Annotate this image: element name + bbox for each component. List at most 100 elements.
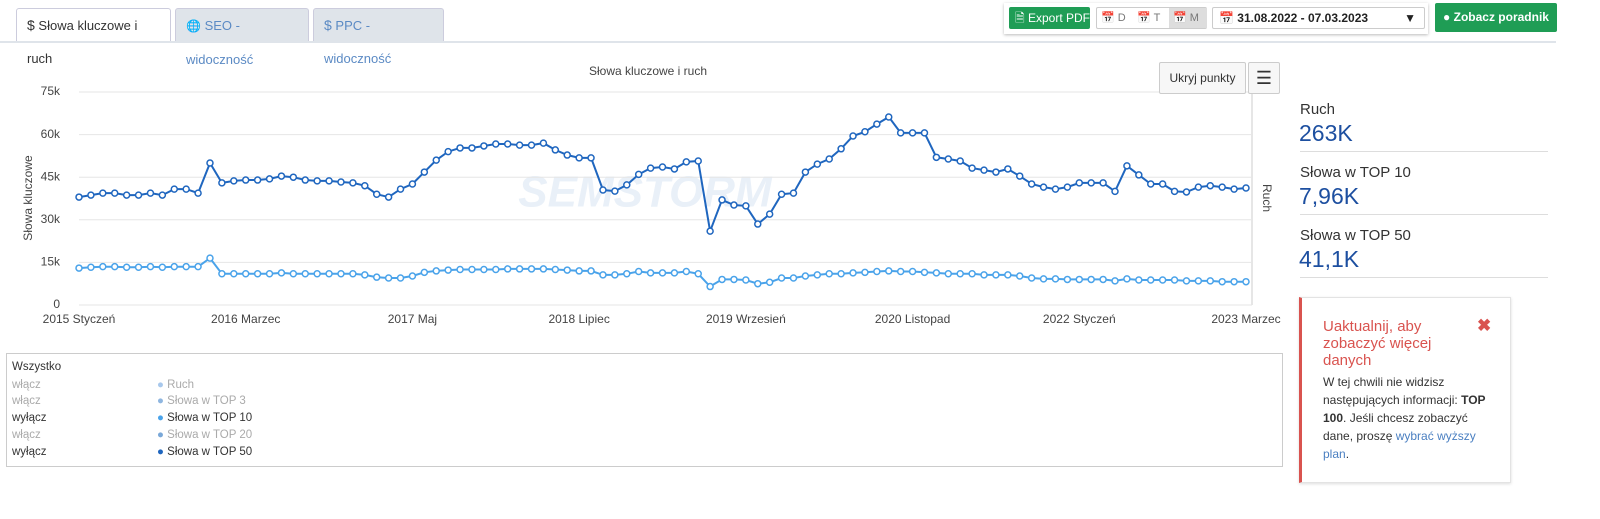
legend-toggle[interactable]: włącz bbox=[12, 429, 41, 441]
data-point bbox=[837, 270, 845, 278]
data-point bbox=[944, 270, 953, 278]
period-button[interactable]: 📅 D bbox=[1101, 12, 1126, 24]
data-point bbox=[968, 270, 976, 278]
legend-toggle[interactable]: wyłącz bbox=[12, 412, 47, 424]
data-point bbox=[718, 196, 726, 204]
data-point bbox=[1158, 180, 1167, 188]
separator bbox=[1300, 151, 1548, 152]
upgrade-notice: Uaktualnij, aby zobaczyć więcej danych ✖… bbox=[1299, 297, 1511, 483]
data-point bbox=[396, 274, 405, 282]
date-range-select[interactable]: 📅 31.08.2022 - 07.03.2023 ▼ bbox=[1212, 7, 1425, 29]
data-point bbox=[158, 191, 167, 199]
data-point bbox=[539, 265, 548, 273]
separator bbox=[1300, 277, 1548, 278]
notice-title: Uaktualnij, aby zobaczyć więcej danych bbox=[1323, 318, 1432, 369]
legend-label: Ruch bbox=[167, 379, 195, 391]
data-point bbox=[134, 263, 143, 271]
stat-value: 7,96K bbox=[1299, 183, 1360, 209]
data-point bbox=[420, 268, 429, 277]
data-point bbox=[1146, 276, 1155, 284]
legend-item[interactable]: ● Słowa w TOP 10 bbox=[157, 412, 253, 424]
data-point bbox=[384, 274, 393, 282]
data-point bbox=[432, 156, 440, 164]
data-point bbox=[503, 265, 512, 273]
export-label: Export PDF bbox=[1027, 11, 1090, 25]
data-point bbox=[980, 271, 988, 279]
data-point bbox=[1206, 181, 1215, 190]
data-point bbox=[599, 271, 607, 279]
tab[interactable]: $ Słowa kluczowe i ruch bbox=[16, 8, 171, 66]
data-point bbox=[337, 270, 345, 278]
legend-label: Słowa w TOP 50 bbox=[167, 446, 253, 458]
data-point bbox=[765, 210, 774, 218]
data-point bbox=[623, 270, 631, 278]
data-point bbox=[611, 271, 619, 279]
legend-item[interactable]: ● Słowa w TOP 50 bbox=[157, 446, 253, 458]
data-point bbox=[1135, 276, 1143, 284]
data-point bbox=[611, 187, 619, 195]
data-point bbox=[1182, 277, 1191, 285]
legend-toggle[interactable]: włącz bbox=[12, 379, 41, 391]
data-point bbox=[218, 179, 226, 187]
x-tick-label: 2022 Styczeń bbox=[1043, 312, 1116, 326]
period-button[interactable]: 📅 M bbox=[1169, 8, 1207, 28]
data-point bbox=[99, 262, 107, 271]
data-point bbox=[765, 278, 774, 287]
data-point bbox=[1051, 185, 1060, 193]
data-point bbox=[492, 140, 500, 148]
data-point bbox=[1075, 275, 1084, 284]
data-point bbox=[503, 140, 512, 148]
data-point bbox=[920, 268, 929, 277]
close-button[interactable]: ✖ bbox=[1477, 316, 1492, 335]
watermark: SEMSTORM bbox=[518, 168, 773, 217]
data-point bbox=[908, 267, 917, 276]
data-point bbox=[1075, 179, 1084, 187]
legend-toggle[interactable]: wyłącz bbox=[12, 446, 47, 458]
data-point bbox=[515, 141, 524, 149]
data-point bbox=[1015, 272, 1024, 280]
legend-item[interactable]: ● Słowa w TOP 20 bbox=[157, 429, 253, 441]
data-point bbox=[968, 164, 976, 172]
legend-item[interactable]: ● Słowa w TOP 3 bbox=[157, 395, 246, 407]
data-point bbox=[980, 166, 988, 174]
tab[interactable]: $ PPC - widoczność bbox=[313, 8, 444, 66]
notice-link[interactable]: wybrać wyższy plan bbox=[1323, 429, 1476, 461]
data-point bbox=[861, 268, 869, 277]
data-point bbox=[873, 120, 881, 128]
data-point bbox=[1051, 275, 1060, 283]
data-point bbox=[230, 177, 238, 185]
data-point bbox=[885, 113, 893, 121]
legend-item[interactable]: ● Ruch bbox=[157, 379, 195, 391]
data-point bbox=[253, 270, 262, 278]
hide-points-button[interactable]: Ukryj punkty bbox=[1159, 62, 1246, 94]
period-button[interactable]: 📅 T bbox=[1137, 12, 1161, 24]
data-point bbox=[1111, 277, 1119, 285]
data-point bbox=[241, 270, 250, 278]
y-tick-label: 0 bbox=[53, 297, 60, 311]
notice-body: W tej chwili nie widzisz następujących i… bbox=[1323, 373, 1495, 463]
data-point bbox=[99, 189, 107, 197]
data-point bbox=[206, 159, 214, 167]
chart-title: Słowa kluczowe i ruch bbox=[589, 64, 707, 78]
data-point bbox=[194, 262, 202, 271]
data-point bbox=[527, 141, 536, 149]
legend-toggle[interactable]: włącz bbox=[12, 395, 41, 407]
data-point bbox=[408, 272, 417, 280]
data-point bbox=[170, 262, 179, 271]
data-point bbox=[444, 147, 452, 156]
menu-button[interactable]: ☰ bbox=[1248, 62, 1280, 94]
data-point bbox=[944, 155, 953, 163]
export-button[interactable]: 🗎 Export PDF bbox=[1009, 7, 1090, 29]
data-point bbox=[480, 142, 488, 150]
x-tick-label: 2017 Maj bbox=[388, 312, 437, 326]
legend-all[interactable]: Wszystko bbox=[12, 361, 62, 373]
data-point bbox=[110, 262, 119, 271]
tab[interactable]: 🌐 SEO - widoczność bbox=[175, 8, 309, 67]
stat-label: Słowa w TOP 50 bbox=[1300, 227, 1411, 244]
data-point bbox=[754, 220, 762, 228]
data-point bbox=[777, 190, 786, 198]
guide-button[interactable]: ● Zobacz poradnik bbox=[1435, 3, 1557, 32]
data-point bbox=[301, 176, 310, 184]
data-point bbox=[646, 269, 655, 277]
data-point bbox=[87, 263, 95, 271]
